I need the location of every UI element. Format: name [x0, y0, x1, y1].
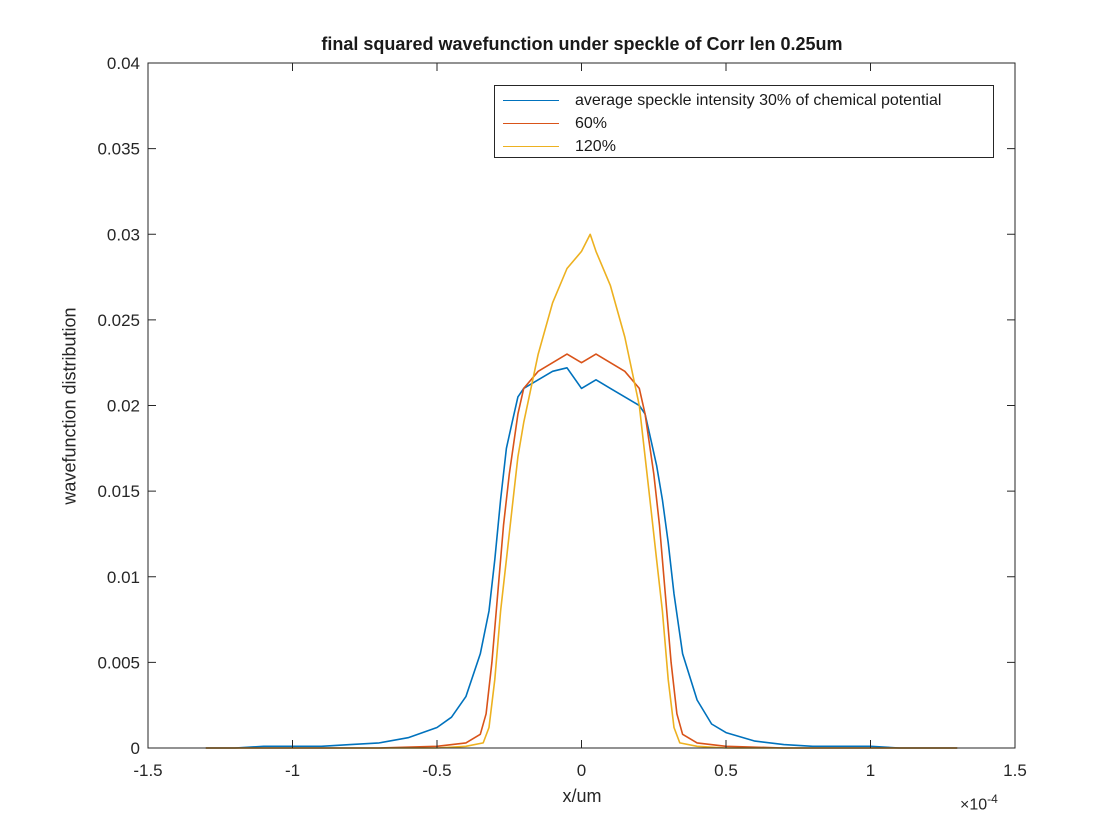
x-tick-label: -1.5 — [133, 761, 162, 780]
x-axis-exponent: ×10-4 — [960, 792, 998, 814]
legend-label-series-2: 60% — [575, 114, 608, 132]
legend-swatch-series-1 — [503, 100, 559, 101]
x-tick-label: 1 — [866, 761, 875, 780]
series-line-2 — [205, 353, 958, 749]
legend-label-series-3: 120% — [575, 137, 616, 155]
legend-entry: 60% — [503, 112, 985, 135]
y-tick-label: 0.03 — [107, 225, 140, 244]
x-axis-label: x/um — [562, 786, 602, 806]
y-tick-label: 0.015 — [97, 482, 140, 501]
x-exponent-power: -4 — [987, 792, 998, 806]
y-axis-label: wavefunction distribution — [59, 307, 80, 505]
x-tick-label: 0.5 — [714, 761, 738, 780]
legend-swatch-series-2 — [503, 123, 559, 124]
legend-swatch-series-3 — [503, 146, 559, 147]
y-tick-label: 0.02 — [107, 397, 140, 416]
y-tick-label: 0.035 — [97, 140, 140, 159]
axes-box — [147, 62, 1016, 749]
series-line-3 — [205, 233, 958, 749]
x-tick-label: -1 — [285, 761, 300, 780]
y-tick-label: 0.025 — [97, 311, 140, 330]
legend-entry: average speckle intensity 30% of chemica… — [503, 89, 985, 112]
legend-label-series-1: average speckle intensity 30% of chemica… — [575, 91, 942, 109]
axes-layer: -1.5 -1 -0.5 0 0.5 1 1.5 0 0.005 0.01 0.015 0.02 0.0… — [97, 54, 1026, 780]
x-tick-label: -0.5 — [422, 761, 451, 780]
x-exponent-base: ×10 — [960, 796, 988, 814]
series-line-1 — [205, 366, 958, 749]
x-tick-label: 0 — [577, 761, 586, 780]
series-layer — [205, 233, 958, 749]
y-tick-label: 0.04 — [107, 54, 140, 73]
chart-title: final squared wavefunction under speckle… — [321, 34, 843, 54]
x-tick-label: 1.5 — [1003, 761, 1027, 780]
y-tick-label: 0.01 — [107, 568, 140, 587]
y-tick-label: 0 — [131, 739, 140, 758]
y-tick-label: 0.005 — [97, 653, 140, 672]
legend: average speckle intensity 30% of chemica… — [494, 85, 994, 158]
legend-entry: 120% — [503, 135, 985, 158]
